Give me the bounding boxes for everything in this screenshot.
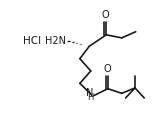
Text: O: O bbox=[103, 64, 111, 74]
Text: H2N: H2N bbox=[45, 36, 66, 46]
Text: O: O bbox=[102, 10, 109, 20]
Text: H: H bbox=[87, 93, 93, 102]
Text: N: N bbox=[86, 88, 94, 98]
Text: HCl: HCl bbox=[23, 36, 41, 46]
